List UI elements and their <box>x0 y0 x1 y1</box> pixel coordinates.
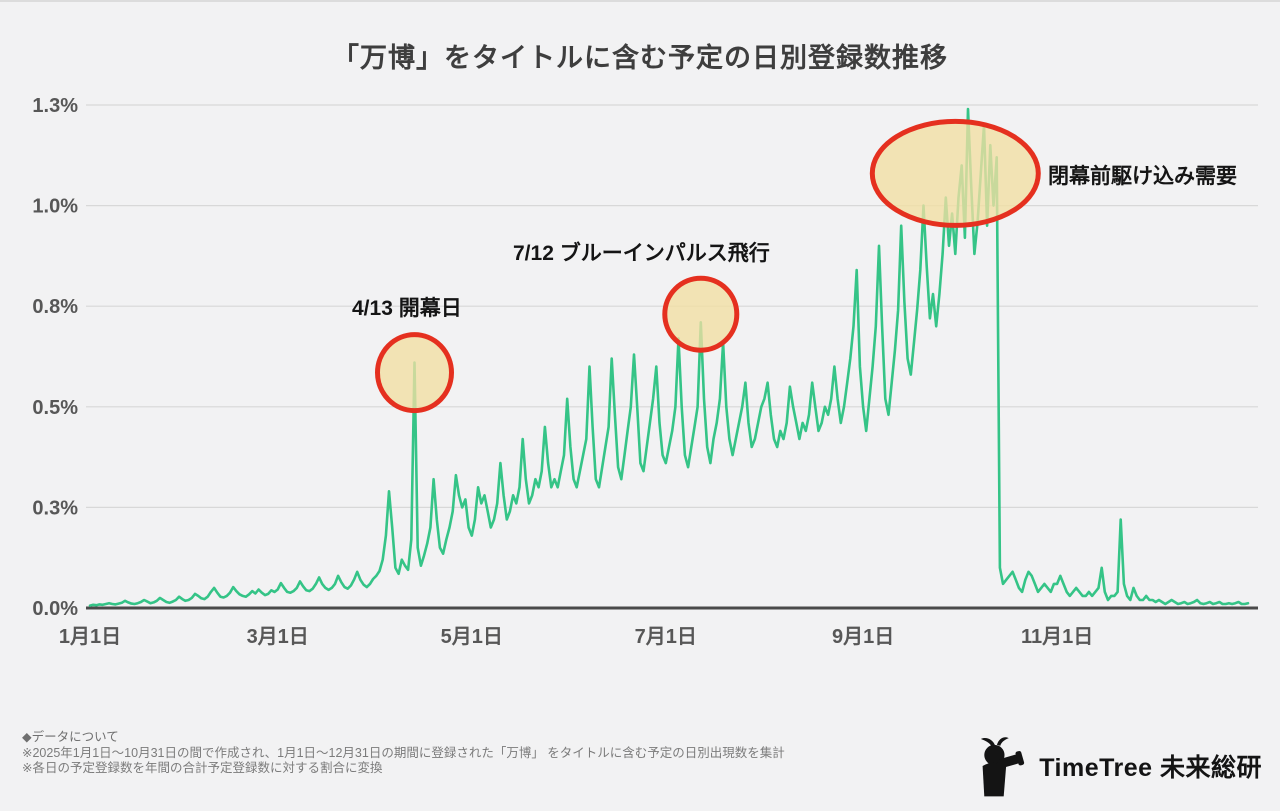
y-axis-tick-label: 0.5% <box>32 397 78 419</box>
x-axis-tick-label: 11月1日 <box>1021 626 1093 648</box>
annotation-ellipse <box>662 275 740 353</box>
x-axis-tick-label: 1月1日 <box>59 626 121 648</box>
annotation-ellipse <box>869 118 1041 228</box>
annotation-ellipse <box>375 332 454 414</box>
data-notes-heading: ◆データについて <box>22 730 119 744</box>
x-axis-tick-label: 7月1日 <box>635 626 697 648</box>
annotation-label: 閉幕前駆け込み需要 <box>1048 164 1237 188</box>
y-axis-tick-label: 1.3% <box>32 95 78 117</box>
timetree-logo: TimeTree 未来総研 <box>975 735 1262 797</box>
annotation-label: 7/12 ブルーインパルス飛行 <box>513 241 770 265</box>
data-note-line: ※2025年1月1日～10月31日の間で作成され、1月1日～12月31日の期間に… <box>22 745 785 760</box>
page-title: 「万博」をタイトルに含む予定の日別登録数推移 <box>332 43 948 73</box>
y-axis-tick-label: 1.0% <box>32 196 78 218</box>
timetree-logo-icon <box>981 737 1025 797</box>
x-axis-tick-label: 9月1日 <box>832 626 894 648</box>
data-line <box>88 107 1250 607</box>
x-axis-tick-label: 3月1日 <box>247 626 309 648</box>
y-axis-tick-label: 0.0% <box>32 598 78 620</box>
data-notes: ◆データについて ※2025年1月1日～10月31日の間で作成され、1月1日～1… <box>22 730 785 777</box>
data-note-line: ※各日の予定登録数を年間の合計予定登録数に対する割合に変換 <box>22 761 383 775</box>
y-axis-tick-label: 0.3% <box>32 497 78 519</box>
y-axis-tick-label: 0.8% <box>32 296 78 318</box>
timetree-logo-text: TimeTree 未来総研 <box>1039 754 1262 782</box>
x-axis-tick-label: 5月1日 <box>441 626 503 648</box>
annotation-label: 4/13 開幕日 <box>352 296 462 320</box>
